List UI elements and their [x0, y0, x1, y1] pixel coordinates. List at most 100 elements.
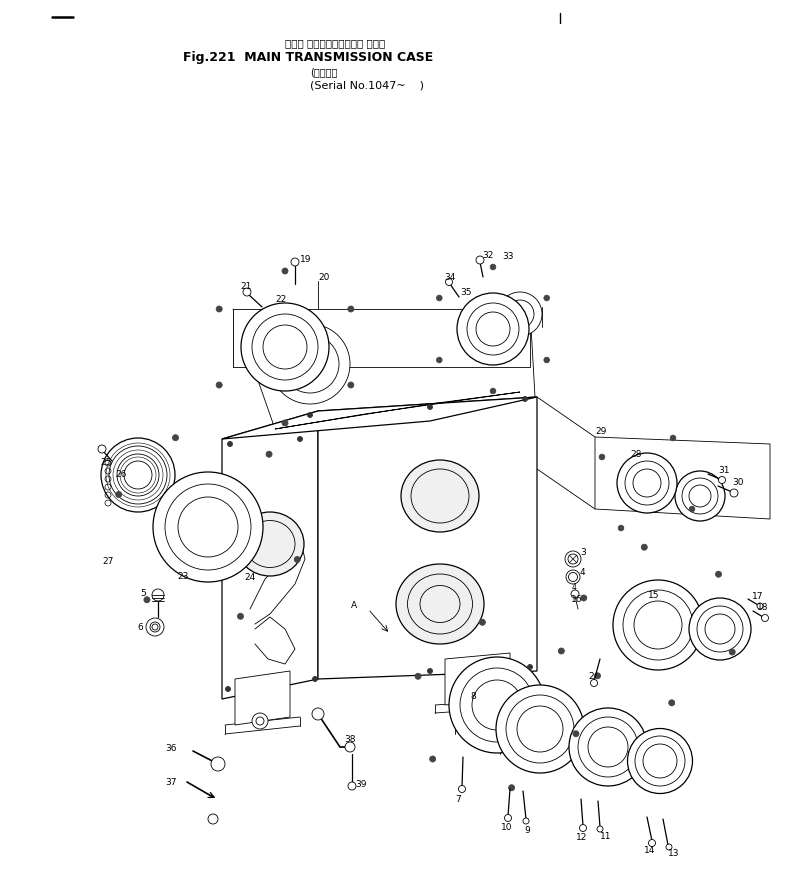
Circle shape	[282, 269, 288, 275]
Text: 21: 21	[240, 282, 251, 291]
Circle shape	[528, 665, 533, 670]
Circle shape	[345, 742, 355, 752]
Text: 3: 3	[580, 548, 586, 557]
Circle shape	[523, 818, 529, 824]
Text: 11: 11	[600, 831, 611, 840]
Ellipse shape	[496, 685, 584, 774]
Text: 38: 38	[344, 735, 355, 744]
Circle shape	[226, 687, 231, 692]
Text: 36: 36	[165, 744, 176, 752]
Polygon shape	[595, 437, 770, 520]
Text: 34: 34	[444, 273, 456, 282]
Ellipse shape	[613, 580, 703, 670]
Circle shape	[415, 673, 421, 680]
Circle shape	[297, 437, 303, 442]
Text: 10: 10	[501, 823, 513, 831]
Ellipse shape	[569, 709, 647, 786]
Text: 37: 37	[165, 778, 176, 787]
Circle shape	[476, 256, 484, 264]
Circle shape	[312, 677, 317, 681]
Ellipse shape	[241, 304, 329, 392]
Text: 31: 31	[718, 466, 730, 475]
Circle shape	[505, 815, 511, 822]
Text: 35: 35	[460, 288, 471, 297]
Circle shape	[729, 649, 735, 655]
Circle shape	[666, 844, 672, 850]
Text: 20: 20	[318, 273, 329, 282]
Circle shape	[591, 680, 598, 687]
Circle shape	[469, 694, 485, 709]
Polygon shape	[235, 672, 290, 725]
Text: 33: 33	[502, 252, 514, 261]
Circle shape	[436, 296, 442, 301]
Circle shape	[266, 451, 272, 457]
Circle shape	[348, 383, 354, 389]
Circle shape	[116, 492, 122, 498]
Text: Fig.221  MAIN TRANSMISSION CASE: Fig.221 MAIN TRANSMISSION CASE	[183, 52, 433, 64]
Circle shape	[216, 383, 222, 389]
Ellipse shape	[236, 513, 304, 576]
Circle shape	[348, 782, 356, 790]
Text: 19: 19	[300, 255, 312, 264]
Circle shape	[445, 279, 452, 286]
Circle shape	[762, 615, 769, 622]
Ellipse shape	[401, 460, 479, 532]
Circle shape	[581, 595, 587, 601]
Polygon shape	[222, 398, 537, 440]
Text: (適用号機: (適用号機	[310, 67, 337, 77]
Circle shape	[312, 709, 324, 720]
Circle shape	[565, 551, 581, 567]
Text: 15: 15	[648, 591, 660, 600]
Text: (Serial No.1047~    ): (Serial No.1047~ )	[310, 80, 424, 90]
Text: 9: 9	[524, 825, 529, 835]
Circle shape	[238, 614, 243, 620]
Circle shape	[544, 296, 549, 301]
Text: 39: 39	[355, 780, 366, 788]
Circle shape	[522, 397, 528, 402]
Circle shape	[211, 757, 225, 771]
Circle shape	[252, 713, 268, 729]
Ellipse shape	[153, 472, 263, 582]
Circle shape	[428, 405, 432, 410]
Text: 23: 23	[177, 572, 188, 581]
Text: 6: 6	[137, 623, 143, 632]
Circle shape	[294, 557, 301, 563]
Text: 7: 7	[455, 795, 461, 803]
Circle shape	[566, 571, 580, 585]
Ellipse shape	[689, 598, 751, 660]
Text: 8: 8	[470, 692, 475, 701]
Circle shape	[348, 306, 354, 313]
Circle shape	[459, 786, 466, 793]
Ellipse shape	[270, 325, 350, 405]
Circle shape	[595, 673, 600, 679]
Text: 4: 4	[572, 583, 577, 592]
Text: 13: 13	[668, 848, 680, 858]
Ellipse shape	[675, 471, 725, 522]
Text: 32: 32	[482, 251, 494, 260]
Circle shape	[509, 785, 514, 791]
Circle shape	[291, 259, 299, 267]
Circle shape	[669, 700, 675, 706]
Circle shape	[98, 445, 106, 453]
Circle shape	[429, 756, 436, 762]
Text: 18: 18	[757, 603, 769, 612]
Text: 27: 27	[102, 557, 114, 565]
Circle shape	[282, 421, 288, 427]
Circle shape	[428, 669, 432, 673]
Text: 16: 16	[571, 594, 583, 604]
Text: 29: 29	[595, 427, 607, 436]
Polygon shape	[233, 310, 530, 368]
Text: 17: 17	[752, 592, 763, 601]
Polygon shape	[318, 398, 537, 680]
Text: 5: 5	[140, 589, 145, 598]
Circle shape	[558, 648, 564, 654]
Circle shape	[491, 265, 496, 270]
Circle shape	[642, 544, 647, 551]
Ellipse shape	[396, 565, 484, 644]
Circle shape	[649, 839, 656, 846]
Circle shape	[580, 824, 587, 831]
Polygon shape	[445, 653, 510, 705]
Text: 12: 12	[576, 832, 588, 841]
Ellipse shape	[498, 292, 542, 336]
Text: 30: 30	[732, 478, 743, 487]
